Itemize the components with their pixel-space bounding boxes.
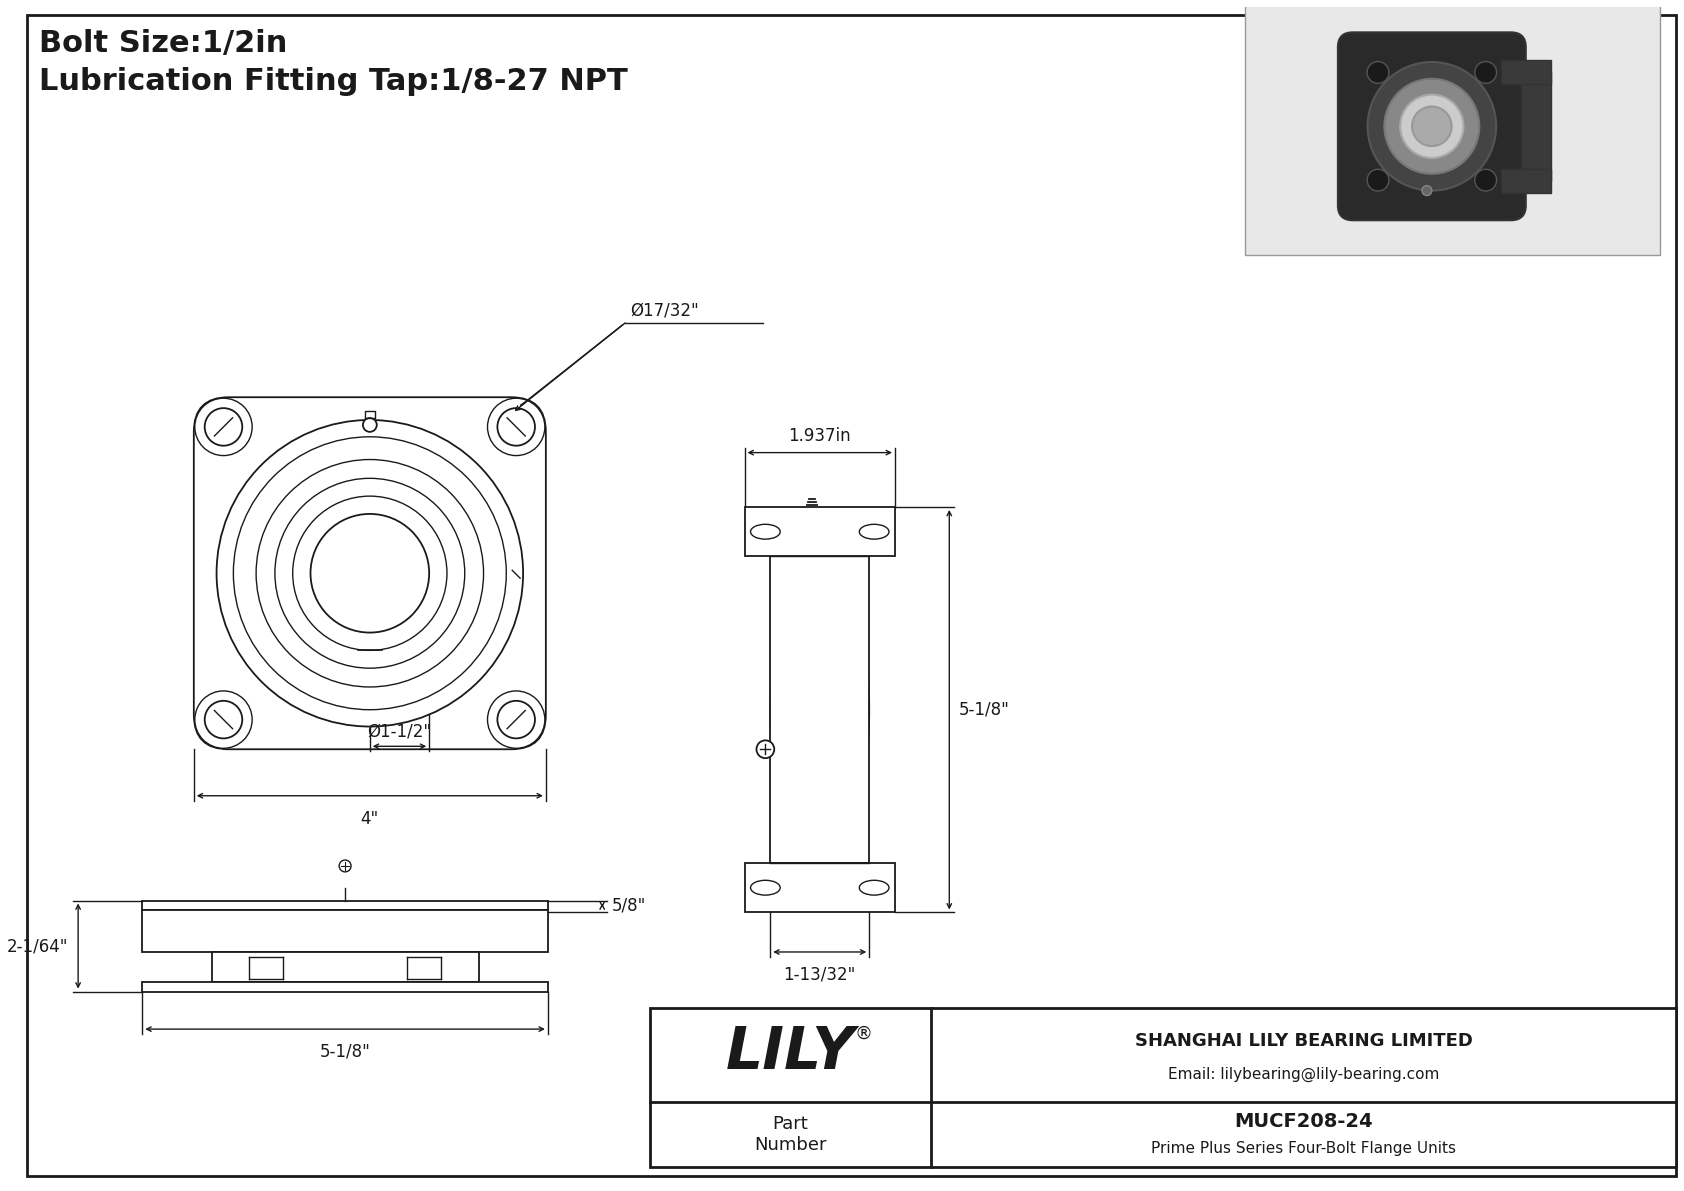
Bar xyxy=(744,507,894,556)
Text: Bolt Size:1/2in: Bolt Size:1/2in xyxy=(39,30,286,58)
Text: Prime Plus Series Four-Bolt Flange Units: Prime Plus Series Four-Bolt Flange Units xyxy=(1152,1141,1457,1156)
Circle shape xyxy=(497,700,536,738)
Text: Email: lilybearing@lily-bearing.com: Email: lilybearing@lily-bearing.com xyxy=(1169,1066,1440,1081)
Bar xyxy=(143,900,547,910)
Circle shape xyxy=(1413,106,1452,146)
Circle shape xyxy=(310,515,429,632)
Bar xyxy=(1500,169,1551,193)
Ellipse shape xyxy=(859,880,889,896)
Circle shape xyxy=(195,398,253,456)
Text: Ø17/32": Ø17/32" xyxy=(630,301,699,319)
Text: 1-13/32": 1-13/32" xyxy=(783,966,855,984)
Bar xyxy=(1244,0,1660,255)
Circle shape xyxy=(756,741,775,759)
Circle shape xyxy=(1421,186,1431,195)
Text: 1.937in: 1.937in xyxy=(788,426,850,444)
Circle shape xyxy=(1367,62,1389,83)
Text: Ø1-1/2": Ø1-1/2" xyxy=(367,723,431,741)
Bar xyxy=(1521,71,1551,181)
Circle shape xyxy=(487,398,546,456)
Bar xyxy=(650,1009,1676,1166)
Text: SHANGHAI LILY BEARING LIMITED: SHANGHAI LILY BEARING LIMITED xyxy=(1135,1033,1474,1050)
Text: 5-1/8": 5-1/8" xyxy=(320,1043,370,1061)
Bar xyxy=(143,910,547,952)
Text: ®: ® xyxy=(855,1024,872,1042)
Circle shape xyxy=(1367,62,1495,191)
Bar xyxy=(212,952,478,981)
Text: LILY: LILY xyxy=(726,1024,855,1081)
Circle shape xyxy=(205,409,242,445)
Circle shape xyxy=(1367,169,1389,191)
FancyBboxPatch shape xyxy=(194,398,546,749)
Text: MUCF208-24: MUCF208-24 xyxy=(1234,1112,1372,1131)
Bar xyxy=(1500,60,1551,83)
Circle shape xyxy=(487,691,546,748)
Ellipse shape xyxy=(751,524,780,540)
Text: Lubrication Fitting Tap:1/8-27 NPT: Lubrication Fitting Tap:1/8-27 NPT xyxy=(39,67,628,96)
Text: Part
Number: Part Number xyxy=(754,1115,827,1154)
Ellipse shape xyxy=(751,880,780,896)
Circle shape xyxy=(364,418,377,432)
Circle shape xyxy=(205,700,242,738)
Circle shape xyxy=(497,409,536,445)
Circle shape xyxy=(195,691,253,748)
Circle shape xyxy=(1399,94,1463,158)
Circle shape xyxy=(1475,169,1497,191)
Ellipse shape xyxy=(859,524,889,540)
Text: 2-1/64": 2-1/64" xyxy=(7,937,69,955)
Text: 4": 4" xyxy=(360,810,379,828)
Text: 5-1/8": 5-1/8" xyxy=(960,700,1010,718)
Circle shape xyxy=(1475,62,1497,83)
Bar xyxy=(770,556,869,863)
Bar xyxy=(744,863,894,912)
Bar xyxy=(143,981,547,992)
FancyBboxPatch shape xyxy=(1337,32,1526,220)
Text: 5/8": 5/8" xyxy=(611,897,647,915)
Ellipse shape xyxy=(770,551,869,868)
Circle shape xyxy=(217,420,524,727)
Circle shape xyxy=(1384,79,1479,174)
